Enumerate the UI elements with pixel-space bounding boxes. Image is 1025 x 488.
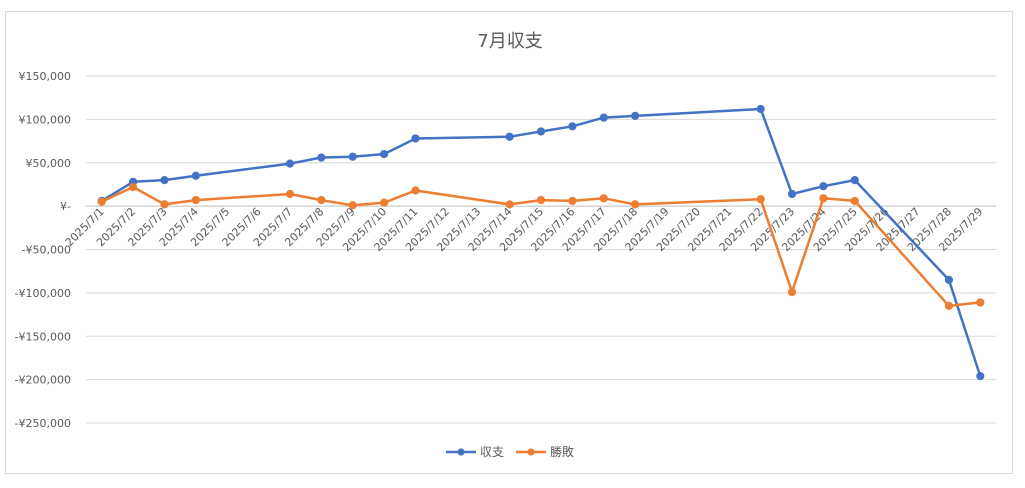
legend-marker <box>457 448 465 456</box>
grid-lines <box>86 75 996 424</box>
data-point <box>787 189 797 199</box>
data-point <box>97 197 106 206</box>
data-point <box>160 176 169 185</box>
data-point <box>976 372 985 381</box>
y-tick-label: -¥200,000 <box>15 374 71 387</box>
data-point <box>850 196 859 206</box>
y-tick-label: -¥250,000 <box>15 417 71 430</box>
data-point <box>128 182 138 192</box>
chart-title: 7月収支 <box>477 31 542 52</box>
data-point <box>348 152 357 161</box>
data-point <box>285 189 295 199</box>
y-tick-label: -¥100,000 <box>15 287 71 300</box>
data-point <box>191 195 200 205</box>
legend-label: 収支 <box>480 445 504 459</box>
data-point <box>380 198 389 207</box>
data-point <box>631 200 640 209</box>
data-point <box>536 127 546 136</box>
data-point <box>568 122 577 131</box>
data-point <box>787 287 797 297</box>
data-point <box>505 200 514 209</box>
data-point <box>191 171 200 180</box>
data-point <box>536 195 546 205</box>
data-point <box>285 159 295 168</box>
data-point <box>976 298 985 307</box>
series-line <box>101 107 982 377</box>
data-point <box>599 194 608 203</box>
data-point <box>631 111 640 121</box>
data-point <box>599 113 608 122</box>
data-point <box>756 104 765 114</box>
series-group <box>97 104 985 381</box>
data-point <box>317 153 326 162</box>
chart-frame <box>5 11 1013 474</box>
data-point <box>819 194 828 203</box>
y-tick-label: ¥50,000 <box>26 157 72 170</box>
data-point <box>819 182 828 191</box>
y-tick-label: ¥- <box>60 200 71 213</box>
data-point <box>380 149 389 159</box>
data-point <box>160 200 169 209</box>
y-tick-label: ¥150,000 <box>19 70 72 83</box>
data-point <box>944 275 954 284</box>
x-axis-ticks: 2025/7/12025/7/22025/7/32025/7/42025/7/5… <box>63 205 986 254</box>
legend-label: 勝敗 <box>550 444 574 459</box>
data-point <box>568 196 577 206</box>
data-point <box>756 195 765 204</box>
data-point <box>944 301 954 310</box>
data-point <box>348 201 357 210</box>
legend-marker <box>527 448 535 456</box>
data-point <box>505 132 514 141</box>
data-point <box>411 134 420 143</box>
y-tick-label: -¥50,000 <box>22 244 71 257</box>
y-tick-label: -¥150,000 <box>15 330 71 343</box>
legend: 収支 勝敗 <box>446 444 574 459</box>
series-line <box>101 185 981 308</box>
y-axis-ticks: ¥150,000 ¥100,000 ¥50,000 ¥- -¥50,000 -¥100,0… <box>15 70 71 430</box>
data-point <box>850 176 859 185</box>
data-point <box>317 195 326 205</box>
y-tick-label: ¥100,000 <box>19 113 72 126</box>
data-point <box>411 186 420 195</box>
